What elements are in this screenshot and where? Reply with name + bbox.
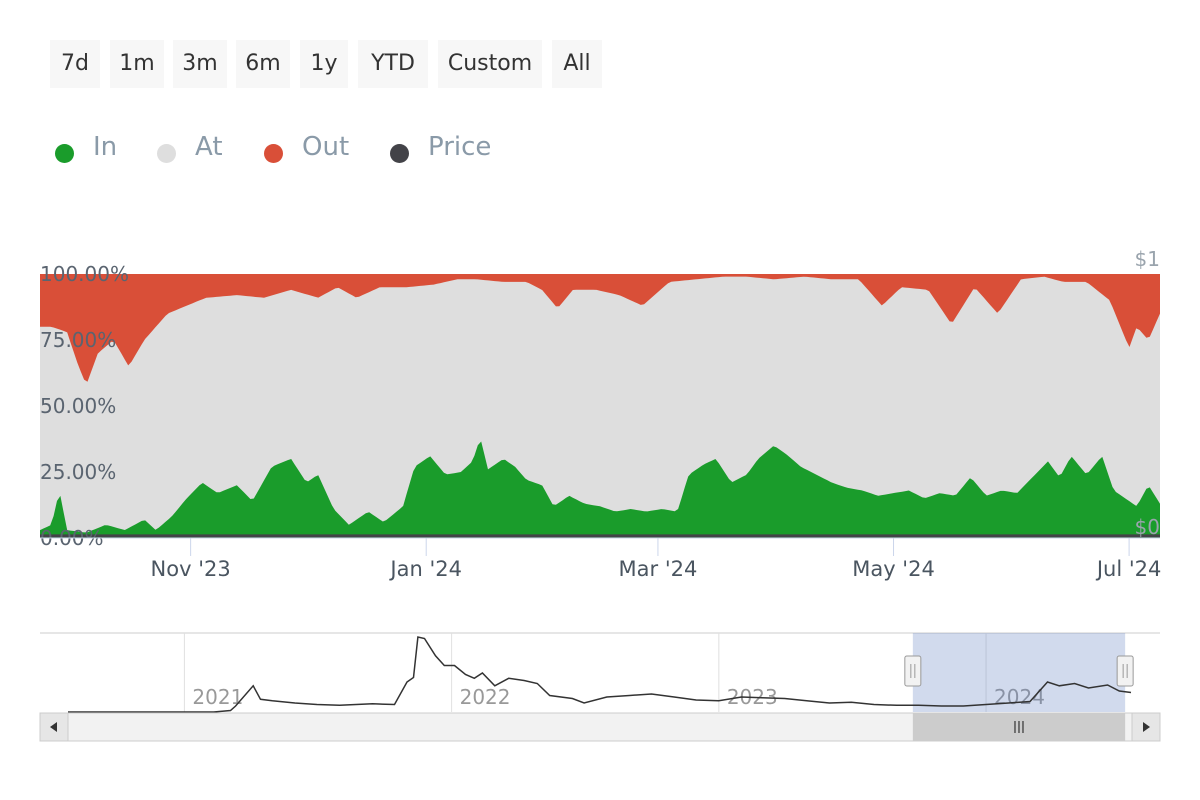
scroll-right-button[interactable] [1131, 712, 1161, 742]
range-button-custom[interactable]: Custom [438, 40, 542, 88]
navigator-body: 2021202220232024 [39, 632, 1161, 742]
range-button-all[interactable]: All [552, 40, 602, 88]
navigator: 2021202220232024 [39, 632, 1161, 742]
legend-marker-out [264, 144, 283, 163]
navigator-series-line [68, 636, 1132, 713]
legend-label-at: At [195, 132, 223, 162]
range-button-ytd[interactable]: YTD [358, 40, 428, 88]
range-button-7d[interactable]: 7d [50, 40, 100, 88]
range-selector: 7d 1m 3m 6m 1y YTD Custom All [0, 0, 1200, 100]
scroll-left-button[interactable] [39, 712, 69, 742]
x-tick-label: May '24 [852, 557, 935, 581]
plot-area [40, 274, 1160, 538]
range-button-3m[interactable]: 3m [173, 40, 227, 88]
series-in-area [40, 441, 1160, 538]
x-tick-label: Jul '24 [1095, 557, 1162, 581]
chart-legend: In At Out Price [0, 128, 1200, 178]
handle-grip [1116, 655, 1134, 687]
legend-marker-at [157, 144, 176, 163]
navigator-handle-left[interactable] [904, 655, 922, 687]
legend-marker-price [390, 144, 409, 163]
navigator-handle-right[interactable] [1116, 655, 1134, 687]
navigator-selection-mask[interactable] [912, 633, 1126, 712]
chevron-right-icon [1143, 722, 1150, 732]
legend-marker-in [55, 144, 74, 163]
navigator-tick-label: 2022 [460, 685, 511, 709]
y-tick-label: 25.00% [40, 460, 116, 484]
legend-label-out: Out [302, 132, 350, 162]
y-tick-label: 100.00% [40, 262, 129, 286]
range-button-1m[interactable]: 1m [110, 40, 164, 88]
price-axis-label: $0 [1135, 515, 1160, 539]
navigator-tick-label: 2021 [192, 685, 243, 709]
y-tick-label: 50.00% [40, 394, 116, 418]
series-out-area [40, 274, 1160, 382]
price-axis-label: $1 [1135, 247, 1160, 271]
x-tick-label: Mar '24 [619, 557, 698, 581]
chevron-left-icon [50, 722, 57, 732]
navigator-tick-label: 2024 [994, 685, 1045, 709]
x-tick-label: Nov '23 [151, 557, 231, 581]
x-tick-label: Jan '24 [388, 557, 462, 581]
handle-grip [904, 655, 922, 687]
range-button-6m[interactable]: 6m [236, 40, 290, 88]
range-button-1y[interactable]: 1y [300, 40, 348, 88]
legend-label-in: In [93, 132, 118, 162]
legend-label-price: Price [428, 132, 492, 162]
scroll-right-button-bg [1131, 712, 1161, 742]
y-tick-label: 75.00% [40, 328, 116, 352]
